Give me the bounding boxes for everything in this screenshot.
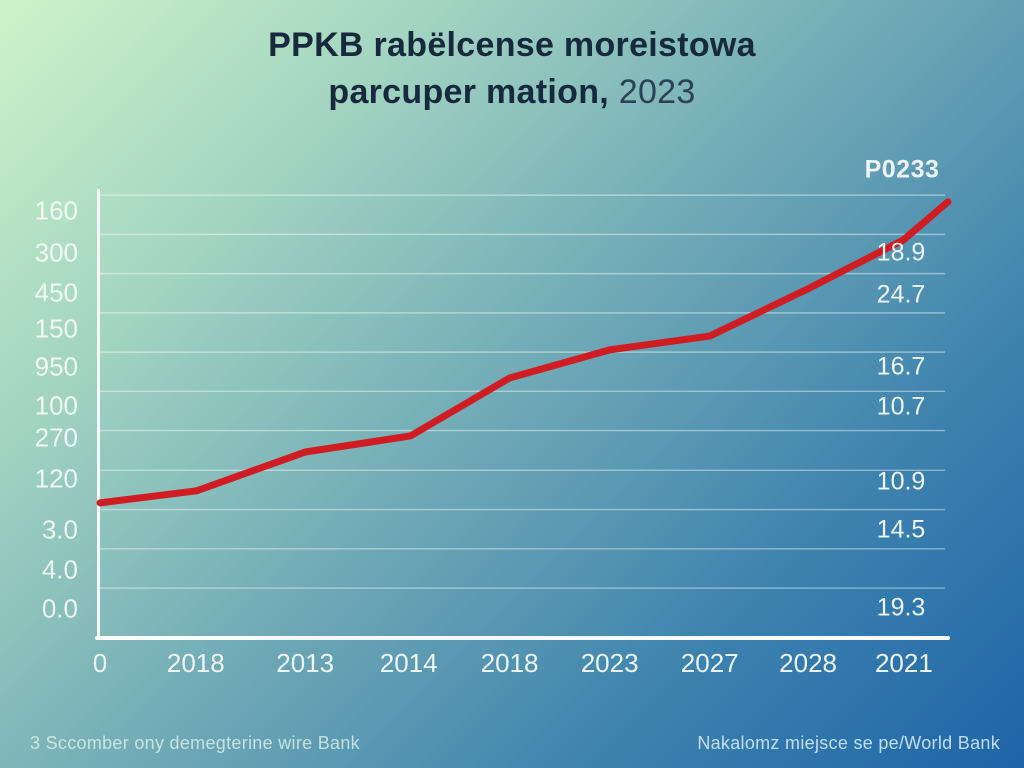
y-axis-tick-label: 4.0 xyxy=(41,554,78,585)
x-axis-tick-label: 2028 xyxy=(779,648,837,678)
x-axis-tick-label: 2014 xyxy=(379,648,438,678)
chart-title-line1: PPKB rabëlcense moreistowa xyxy=(268,26,756,64)
trend-line xyxy=(96,198,952,507)
right-value-label: 14.5 xyxy=(876,515,926,544)
y-axis-tick-label: 450 xyxy=(34,277,78,308)
chart-title-year: 2023 xyxy=(609,72,696,111)
right-value-label: 10.9 xyxy=(876,467,926,496)
x-axis-tick-label: 2023 xyxy=(580,648,639,678)
x-axis-tick-label: 2018 xyxy=(166,648,225,678)
right-value-label: 16.7 xyxy=(876,352,926,381)
source-note-left: 3 Sccomber ony demegterine wire Bank xyxy=(30,733,360,753)
right-value-label: 18.9 xyxy=(876,238,926,267)
y-axis-tick-label: 270 xyxy=(34,422,78,453)
series-label: P0233 xyxy=(864,155,940,184)
x-axis-tick-label: 2021 xyxy=(874,648,933,678)
right-value-label: 24.7 xyxy=(876,280,926,309)
y-axis-tick-label: 0.0 xyxy=(41,593,78,624)
chart-title: PPKB rabëlcense moreistowa parcuper mati… xyxy=(0,22,1024,116)
y-axis-tick-label: 3.0 xyxy=(41,514,78,545)
y-axis-tick-label: 160 xyxy=(34,195,78,226)
y-axis-tick-label: 300 xyxy=(34,237,78,268)
x-axis-tick-label: 2027 xyxy=(680,648,739,678)
source-note-right: Nakalomz miejsce se pe/World Bank xyxy=(697,733,1000,753)
chart-title-line2-bold: parcuper mation, xyxy=(328,72,610,111)
y-axis-tick-label: 950 xyxy=(34,351,78,382)
right-value-label: 10.7 xyxy=(876,392,926,421)
x-axis-tick-label: 0 xyxy=(92,648,108,678)
chart-title-line2: parcuper mation, 2023 xyxy=(0,69,1024,116)
y-axis-tick-label: 120 xyxy=(34,463,78,494)
x-axis-tick-label: 2018 xyxy=(480,648,539,678)
right-value-label: 19.3 xyxy=(876,593,926,622)
y-axis-tick-label: 150 xyxy=(34,313,78,344)
y-axis-tick-label: 100 xyxy=(34,390,78,421)
x-axis-tick-label: 2013 xyxy=(276,648,335,678)
